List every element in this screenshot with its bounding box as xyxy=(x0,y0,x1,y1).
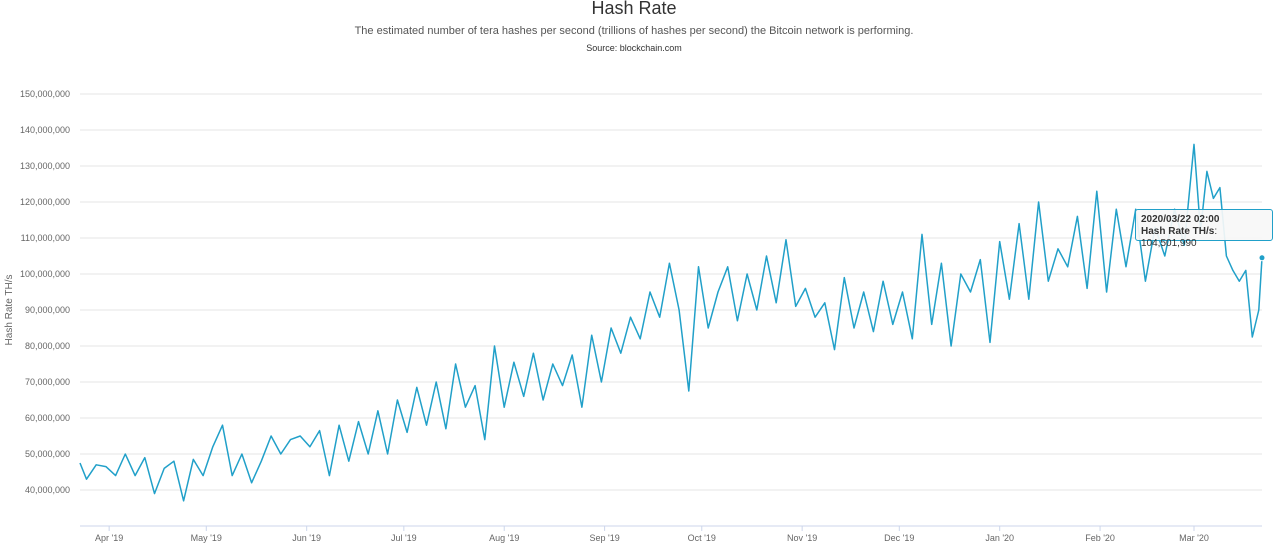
chart-subtitle: The estimated number of tera hashes per … xyxy=(354,25,914,37)
x-tick-label: Nov '19 xyxy=(787,533,817,543)
hover-marker xyxy=(1258,254,1266,262)
x-tick-label: Jul '19 xyxy=(391,533,417,543)
x-axis xyxy=(80,525,1262,531)
x-axis-labels: Apr '19 May '19 Jun '19 Jul '19 Aug '19 Sep '… xyxy=(95,533,1209,543)
x-tick-label: Jan '20 xyxy=(985,533,1014,543)
x-tick-label: Aug '19 xyxy=(489,533,519,543)
tooltip-value: 104,501,990 xyxy=(1141,238,1197,249)
grid-lines xyxy=(80,93,1262,491)
y-tick-label: 90,000,000 xyxy=(25,305,70,315)
series-hash-rate xyxy=(79,143,1263,502)
tooltip-date: 2020/03/22 02:00 xyxy=(1141,214,1220,225)
tooltip-series-name: Hash Rate TH/s xyxy=(1141,226,1215,237)
y-tick-label: 40,000,000 xyxy=(25,485,70,495)
tooltip-colon: : xyxy=(1214,226,1218,237)
hover-tooltip: 2020/03/22 02:00 Hash Rate TH/s: 104,501… xyxy=(1135,209,1273,249)
y-tick-label: 130,000,000 xyxy=(20,161,70,171)
y-tick-label: 120,000,000 xyxy=(20,197,70,207)
y-tick-label: 80,000,000 xyxy=(25,341,70,351)
y-tick-label: 70,000,000 xyxy=(25,377,70,387)
y-axis-labels: 40,000,000 50,000,000 60,000,000 70,000,000… xyxy=(20,89,70,495)
series-line xyxy=(79,143,1263,502)
chart-title: Hash Rate xyxy=(591,0,677,18)
x-tick-label: Jun '19 xyxy=(292,533,321,543)
x-tick-label: May '19 xyxy=(191,533,222,543)
chart-source: Source: blockchain.com xyxy=(586,43,682,53)
y-tick-label: 110,000,000 xyxy=(21,233,70,243)
y-tick-label: 140,000,000 xyxy=(20,125,70,135)
x-tick-label: Mar '20 xyxy=(1179,533,1209,543)
x-tick-label: Apr '19 xyxy=(95,533,123,543)
y-tick-label: 150,000,000 xyxy=(20,89,70,99)
y-tick-label: 50,000,000 xyxy=(25,449,70,459)
x-tick-label: Dec '19 xyxy=(884,533,914,543)
hover-point xyxy=(1258,254,1266,262)
y-tick-label: 100,000,000 xyxy=(20,269,70,279)
y-tick-label: 60,000,000 xyxy=(25,413,70,423)
y-axis-title: Hash Rate TH/s xyxy=(4,275,15,346)
x-tick-label: Oct '19 xyxy=(688,533,716,543)
x-tick-label: Feb '20 xyxy=(1085,533,1115,543)
x-tick-label: Sep '19 xyxy=(589,533,619,543)
